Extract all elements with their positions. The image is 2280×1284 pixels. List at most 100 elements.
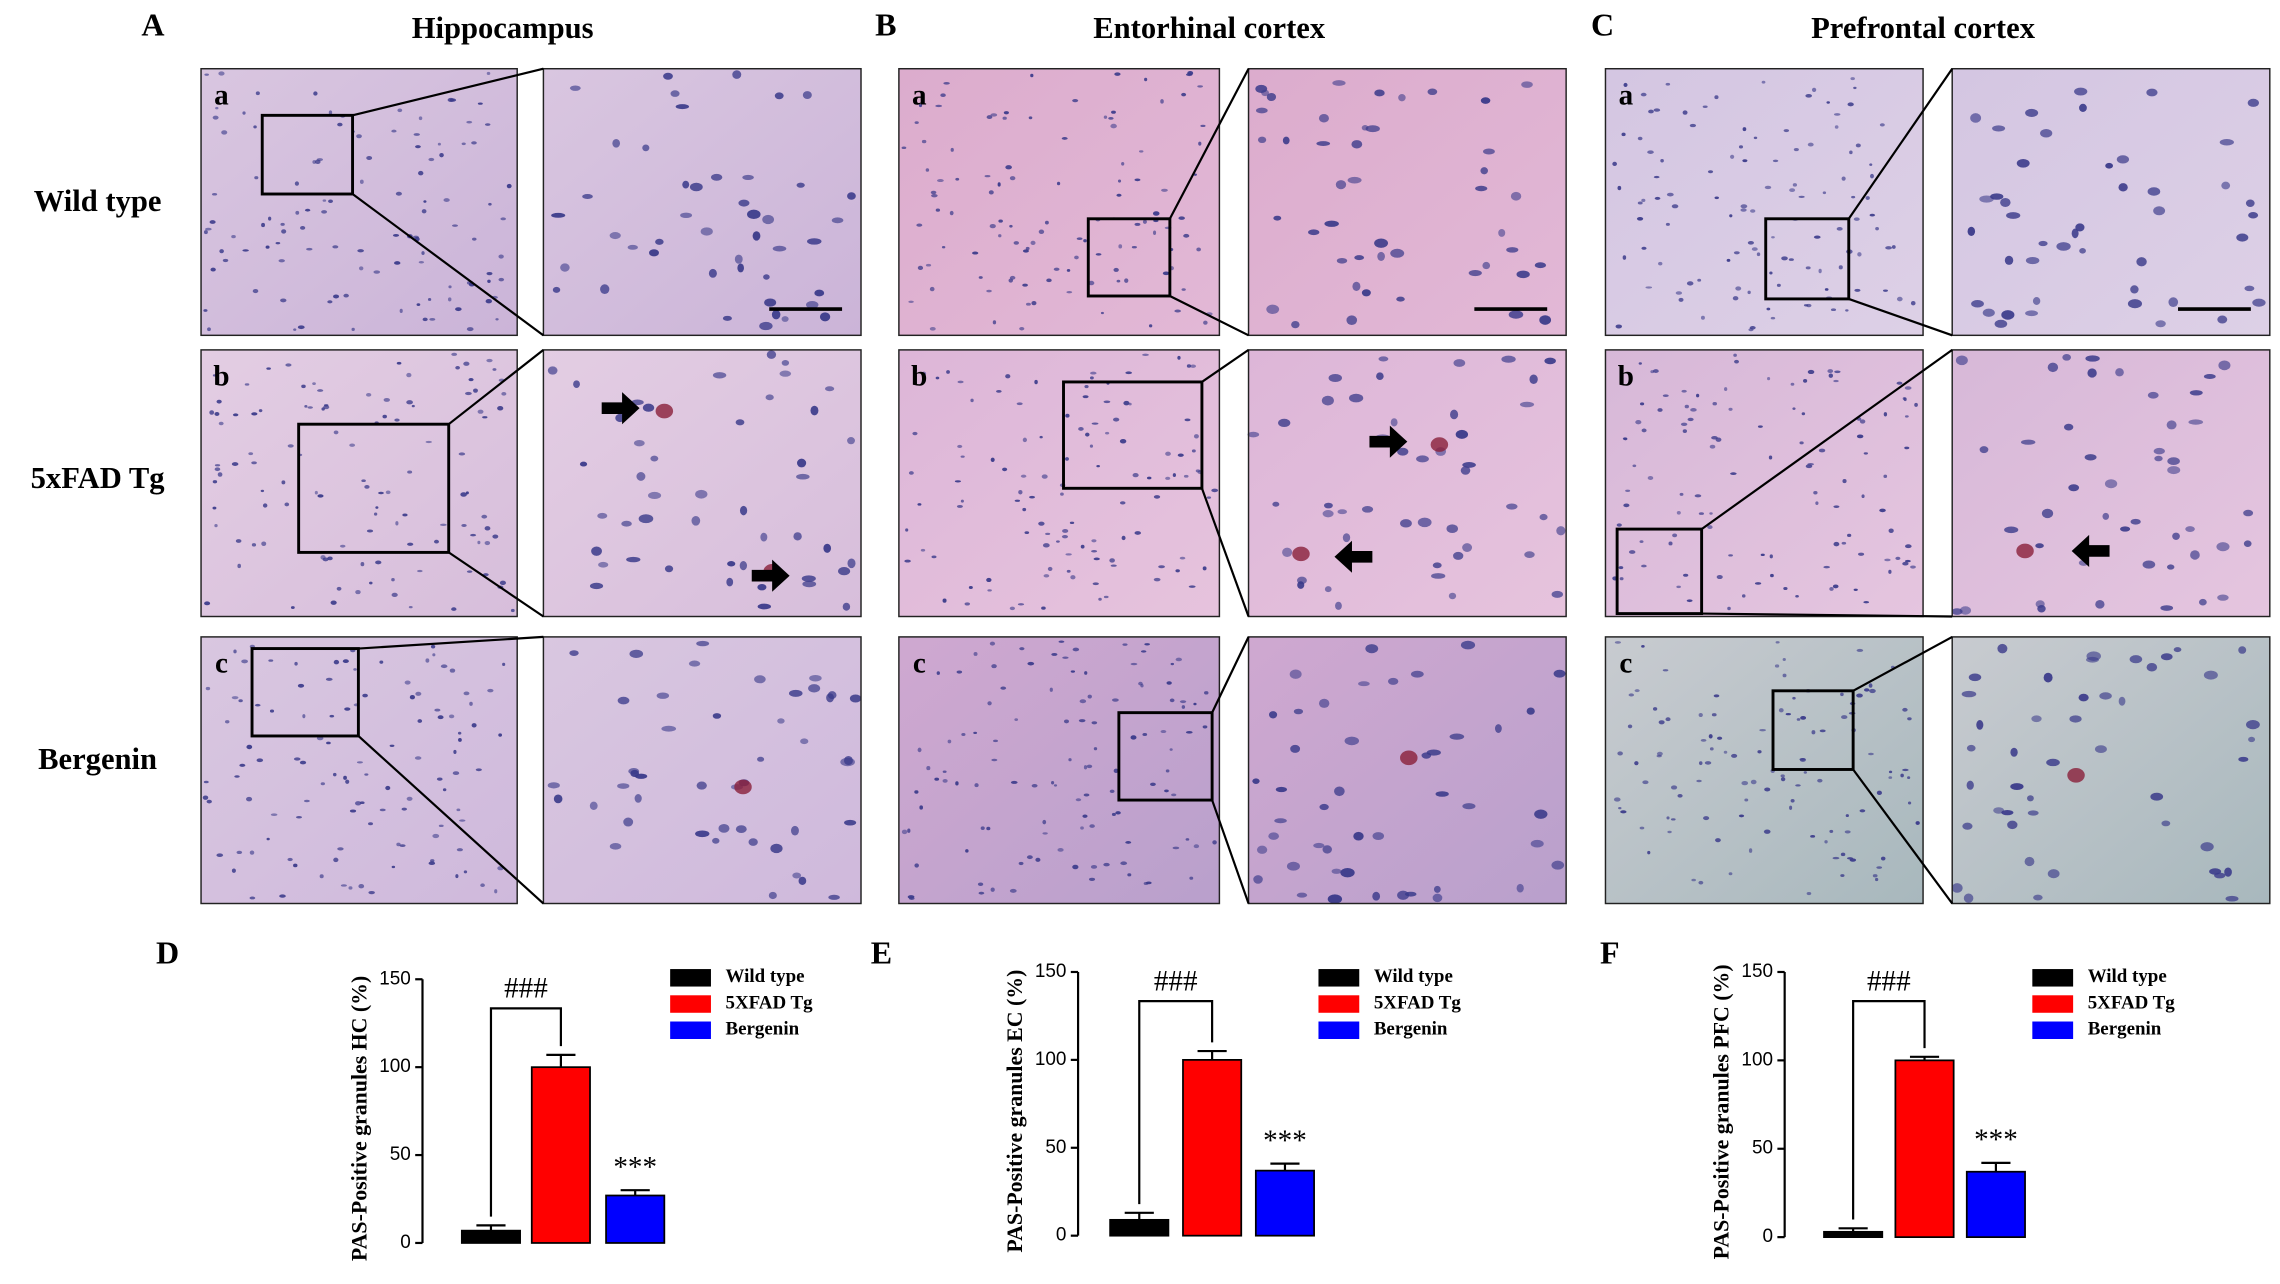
nucleus xyxy=(670,90,680,97)
nucleus xyxy=(391,578,395,582)
nucleus xyxy=(1171,793,1177,797)
nucleus xyxy=(1637,136,1643,141)
nucleus xyxy=(1665,717,1671,722)
nucleus xyxy=(1627,724,1633,729)
nucleus xyxy=(1257,136,1267,144)
y-axis-label: PAS-Positive granules EC (%) xyxy=(1003,970,1027,1253)
nucleus xyxy=(612,138,621,148)
nucleus xyxy=(1016,402,1023,406)
nucleus xyxy=(1042,543,1050,548)
bar xyxy=(1894,1059,1955,1239)
arrow xyxy=(1334,540,1373,573)
nucleus xyxy=(385,785,391,791)
nucleus xyxy=(2167,466,2181,475)
nucleus xyxy=(1519,401,1535,408)
nucleus xyxy=(1764,787,1771,792)
nucleus xyxy=(269,709,275,713)
nucleus xyxy=(466,327,474,332)
nucleus xyxy=(949,210,954,216)
nucleus xyxy=(980,826,985,831)
nucleus xyxy=(1175,657,1182,662)
nucleus xyxy=(1832,856,1840,860)
legend-label: 5XFAD Tg xyxy=(726,992,814,1013)
nucleus xyxy=(327,556,333,561)
nucleus xyxy=(984,174,991,178)
nucleus xyxy=(1642,780,1649,785)
nucleus xyxy=(1698,761,1703,766)
nucleus xyxy=(1042,819,1047,825)
nucleus xyxy=(1082,814,1088,818)
nucleus xyxy=(1103,115,1108,119)
nucleus xyxy=(486,358,493,363)
nucleus xyxy=(664,565,674,573)
nucleus xyxy=(1842,479,1847,484)
nucleus xyxy=(931,193,938,198)
nucleus xyxy=(212,480,218,484)
nucleus xyxy=(466,120,473,124)
nucleus xyxy=(1530,839,1544,848)
micrograph-border xyxy=(898,349,1221,618)
nucleus xyxy=(1095,253,1102,256)
nucleus xyxy=(233,649,237,654)
nucleus xyxy=(1833,505,1840,508)
nucleus xyxy=(1707,170,1714,174)
nucleus xyxy=(2010,747,2018,757)
nucleus xyxy=(1864,688,1870,692)
nucleus xyxy=(940,93,946,98)
nucleus xyxy=(1759,728,1766,732)
nucleus xyxy=(1650,370,1655,374)
nucleus xyxy=(261,541,267,546)
nucleus xyxy=(973,651,978,656)
nucleus xyxy=(2118,183,2128,192)
nucleus xyxy=(1120,861,1128,866)
nucleus xyxy=(449,98,457,102)
nucleus xyxy=(1179,556,1186,560)
nucleus xyxy=(1035,857,1041,862)
nucleus xyxy=(987,701,992,706)
nucleus xyxy=(1051,653,1058,656)
nucleus xyxy=(323,405,330,410)
nucleus xyxy=(1679,492,1684,496)
nucleus xyxy=(1078,427,1084,431)
nucleus xyxy=(407,470,413,474)
nucleus xyxy=(411,404,415,408)
nucleus xyxy=(2078,693,2089,702)
nucleus xyxy=(1272,501,1280,507)
nucleus xyxy=(1846,857,1854,860)
nucleus xyxy=(1735,286,1742,291)
nucleus xyxy=(1462,803,1476,810)
nucleus xyxy=(440,664,448,669)
nucleus xyxy=(617,783,630,789)
nucleus xyxy=(340,884,347,887)
nucleus xyxy=(764,298,777,307)
nucleus xyxy=(1331,868,1342,874)
nucleus xyxy=(461,523,467,527)
nucleus xyxy=(842,602,851,611)
nucleus xyxy=(1029,495,1035,499)
nucleus xyxy=(1446,524,1459,534)
nucleus xyxy=(1645,286,1653,289)
nucleus xyxy=(1879,123,1885,127)
pas-granule xyxy=(655,403,674,419)
nucleus xyxy=(675,104,690,110)
nucleus xyxy=(1726,258,1731,262)
nucleus xyxy=(2252,298,2266,307)
nucleus xyxy=(1460,640,1476,650)
nucleus xyxy=(401,807,407,811)
nucleus xyxy=(796,473,810,480)
nucleus xyxy=(1193,702,1197,706)
nucleus xyxy=(349,443,356,447)
nucleus xyxy=(1347,176,1362,184)
nucleus xyxy=(1696,393,1700,398)
legend-label: 5XFAD Tg xyxy=(2088,992,2176,1013)
nucleus xyxy=(2004,255,2014,265)
nucleus xyxy=(461,142,466,146)
nucleus xyxy=(1034,379,1038,385)
nucleus xyxy=(314,159,321,165)
nucleus xyxy=(204,601,211,606)
nucleus xyxy=(1907,776,1911,780)
nucleus xyxy=(636,472,646,481)
nucleus xyxy=(1686,281,1694,286)
nucleus xyxy=(486,71,491,76)
nucleus xyxy=(207,327,211,332)
